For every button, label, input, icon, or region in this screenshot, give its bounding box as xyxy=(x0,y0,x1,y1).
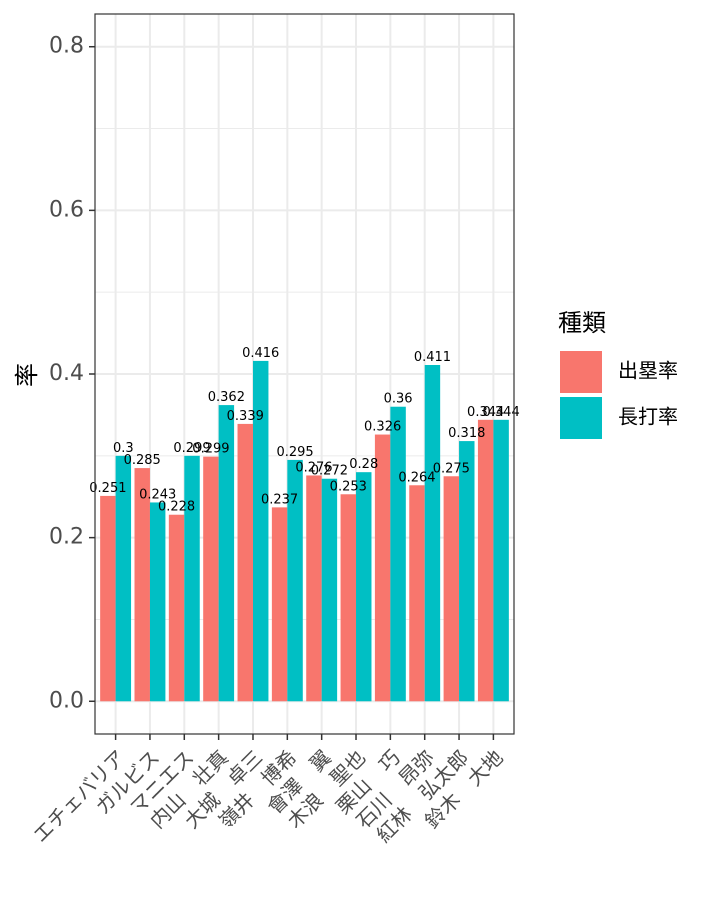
data-label: 0.36 xyxy=(384,392,413,407)
bar xyxy=(459,441,475,702)
bar xyxy=(168,514,185,702)
bar xyxy=(287,459,303,702)
data-label: 0.272 xyxy=(311,464,348,479)
bar xyxy=(203,456,219,702)
data-label: 0.285 xyxy=(124,453,161,468)
bar xyxy=(184,455,200,702)
data-label: 0.237 xyxy=(261,492,298,507)
y-axis: 0.0 0.2 0.4 0.6 0.8 xyxy=(49,34,95,713)
bar xyxy=(424,365,441,702)
bar xyxy=(443,476,460,702)
bar xyxy=(218,405,235,702)
data-label: 0.326 xyxy=(364,420,401,435)
bar xyxy=(390,406,406,702)
bar xyxy=(252,360,269,702)
data-labels: 0.251 0.285 0.228 0.299 0.339 0.237 0.276 0.253… xyxy=(89,346,519,515)
bar xyxy=(149,502,166,702)
data-label: 0.362 xyxy=(208,390,245,405)
bar xyxy=(477,419,494,702)
data-label: 0.3 xyxy=(113,441,134,456)
data-label: 0.228 xyxy=(158,500,195,515)
legend-label: 出塁率 xyxy=(618,359,678,383)
data-label: 0.275 xyxy=(433,461,470,476)
data-label: 0.411 xyxy=(414,350,451,365)
bar xyxy=(271,507,288,702)
legend-key xyxy=(560,351,602,393)
legend-key xyxy=(560,397,602,439)
y-tick-label: 0.0 xyxy=(49,688,84,713)
bar xyxy=(306,475,322,702)
bars xyxy=(100,360,509,702)
data-label: 0.299 xyxy=(192,442,229,457)
bar xyxy=(374,434,391,702)
data-label: 0.339 xyxy=(227,409,264,424)
data-label: 0.251 xyxy=(89,481,126,496)
bar xyxy=(340,494,357,702)
data-label: 0.299 xyxy=(173,441,210,456)
legend-label: 長打率 xyxy=(618,405,678,429)
bar xyxy=(237,423,253,702)
bar xyxy=(409,485,425,702)
y-axis-title: 率 xyxy=(13,363,41,387)
data-label: 0.295 xyxy=(276,445,313,460)
data-label: 0.28 xyxy=(349,457,378,472)
data-label: 0.243 xyxy=(139,487,176,502)
y-tick-label: 0.2 xyxy=(49,525,84,550)
y-tick-label: 0.6 xyxy=(49,197,84,222)
y-tick-label: 0.4 xyxy=(49,361,84,386)
bar xyxy=(115,455,132,702)
bar xyxy=(493,419,509,702)
bar xyxy=(134,468,150,702)
data-label: 0.416 xyxy=(242,346,279,361)
bar xyxy=(321,478,338,702)
data-label: 0.253 xyxy=(330,479,367,494)
bar xyxy=(356,472,372,702)
legend-title: 種類 xyxy=(558,309,606,337)
data-label: 0.318 xyxy=(448,426,485,441)
bar xyxy=(100,495,116,702)
data-label: 0.344 xyxy=(483,405,520,420)
data-label: 0.276 xyxy=(295,460,332,475)
data-label: 0.344 xyxy=(467,405,504,420)
data-label: 0.264 xyxy=(398,470,435,485)
y-tick-label: 0.8 xyxy=(49,34,84,59)
